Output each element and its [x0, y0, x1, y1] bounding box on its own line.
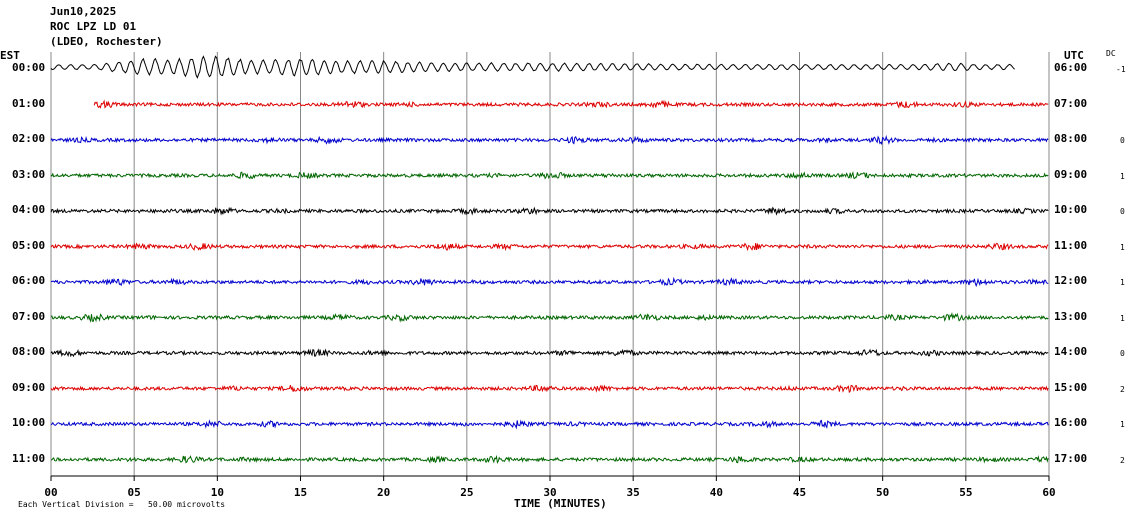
est-hour-label: 01:00 [12, 96, 46, 110]
trace-row-1000 [50, 419, 1049, 430]
trace-row-0000 [50, 55, 1015, 79]
utc-hour-label: 09:00 [1054, 167, 1088, 181]
utc-hour-label: 11:00 [1054, 238, 1088, 252]
dc-offset-value: 2 [1120, 455, 1125, 465]
x-tick-label: 60 [1042, 486, 1055, 499]
est-hour-label: 06:00 [12, 274, 46, 287]
dc-offset-value: 1 [1120, 420, 1125, 429]
trace-group [50, 55, 1049, 465]
utc-hour-label: 12:00 [1054, 274, 1088, 287]
dc-offset-value: 0 [1120, 207, 1125, 216]
est-hour-label: 07:00 [12, 309, 46, 323]
header-date: Jun10,2025 [50, 5, 117, 18]
x-tick-label: 05 [128, 486, 141, 499]
utc-hour-label: 17:00 [1054, 451, 1088, 465]
x-axis-title: TIME (MINUTES) [514, 497, 607, 510]
dc-offset-value: 1 [1120, 313, 1125, 323]
utc-hour-label: 08:00 [1054, 132, 1088, 145]
trace-row-1100 [51, 454, 1049, 465]
dc-offset-value: 1 [1120, 242, 1125, 252]
x-tick-label: 25 [460, 486, 473, 499]
x-axis: 00 05 10 15 20 25 30 35 40 45 50 55 60 [44, 475, 1056, 499]
est-hour-label: 09:00 [12, 380, 46, 394]
est-hour-label: 03:00 [12, 167, 46, 181]
dc-offset-value: 1 [1120, 278, 1125, 287]
dc-offset-value: 0 [1120, 136, 1125, 145]
trace-row-0200 [50, 134, 1049, 146]
est-hour-label: 10:00 [12, 416, 46, 429]
trace-row-0300 [50, 171, 1049, 180]
right-timezone-label: UTC [1064, 49, 1084, 62]
trace-row-0500 [50, 242, 1049, 252]
dc-offset-value: 1 [1120, 171, 1125, 181]
dc-offset-value: -1 [1116, 65, 1126, 74]
x-tick-label: 30 [543, 486, 556, 499]
est-hour-label: 08:00 [12, 345, 46, 358]
x-tick-label: 55 [959, 486, 972, 499]
est-hour-label: 00:00 [12, 61, 46, 74]
x-tick-label: 40 [710, 486, 723, 499]
x-tick-label: 00 [44, 486, 57, 499]
header-station: (LDEO, Rochester) [50, 35, 163, 48]
utc-hour-label: 15:00 [1054, 380, 1088, 394]
trace-row-0400 [50, 206, 1049, 216]
dc-offset-value: 2 [1120, 384, 1125, 394]
x-tick-label: 35 [627, 486, 640, 499]
trace-row-0600 [50, 276, 1049, 288]
trace-row-0900 [50, 384, 1049, 394]
scale-note: Each Vertical Division = 50.00 microvolt… [18, 500, 226, 509]
dc-offset-value: 0 [1120, 349, 1125, 358]
x-tick-label: 10 [211, 486, 224, 499]
utc-hour-label: 13:00 [1054, 309, 1088, 323]
x-tick-label: 45 [793, 486, 806, 499]
est-hour-label: 11:00 [12, 451, 46, 465]
dc-column-label: DC [1106, 49, 1116, 58]
trace-row-0100 [93, 99, 1049, 109]
est-hour-label: 04:00 [12, 203, 46, 216]
x-tick-label: 20 [377, 486, 390, 499]
utc-hour-label: 06:00 [1054, 61, 1088, 74]
header-channel: ROC LPZ LD 01 [50, 20, 137, 33]
trace-row-0700 [50, 311, 1049, 323]
utc-hour-label: 10:00 [1054, 203, 1088, 216]
trace-row-0800 [50, 348, 1049, 358]
utc-hour-label: 16:00 [1054, 416, 1088, 429]
x-tick-label: 15 [294, 486, 307, 499]
utc-hour-label: 14:00 [1054, 345, 1088, 358]
left-timezone-label: EST [0, 49, 20, 62]
grid-lines [50, 52, 1050, 476]
est-hour-label: 02:00 [12, 132, 46, 145]
x-tick-label: 50 [876, 486, 889, 499]
utc-hour-label: 07:00 [1054, 96, 1088, 110]
est-hour-label: 05:00 [12, 238, 46, 252]
